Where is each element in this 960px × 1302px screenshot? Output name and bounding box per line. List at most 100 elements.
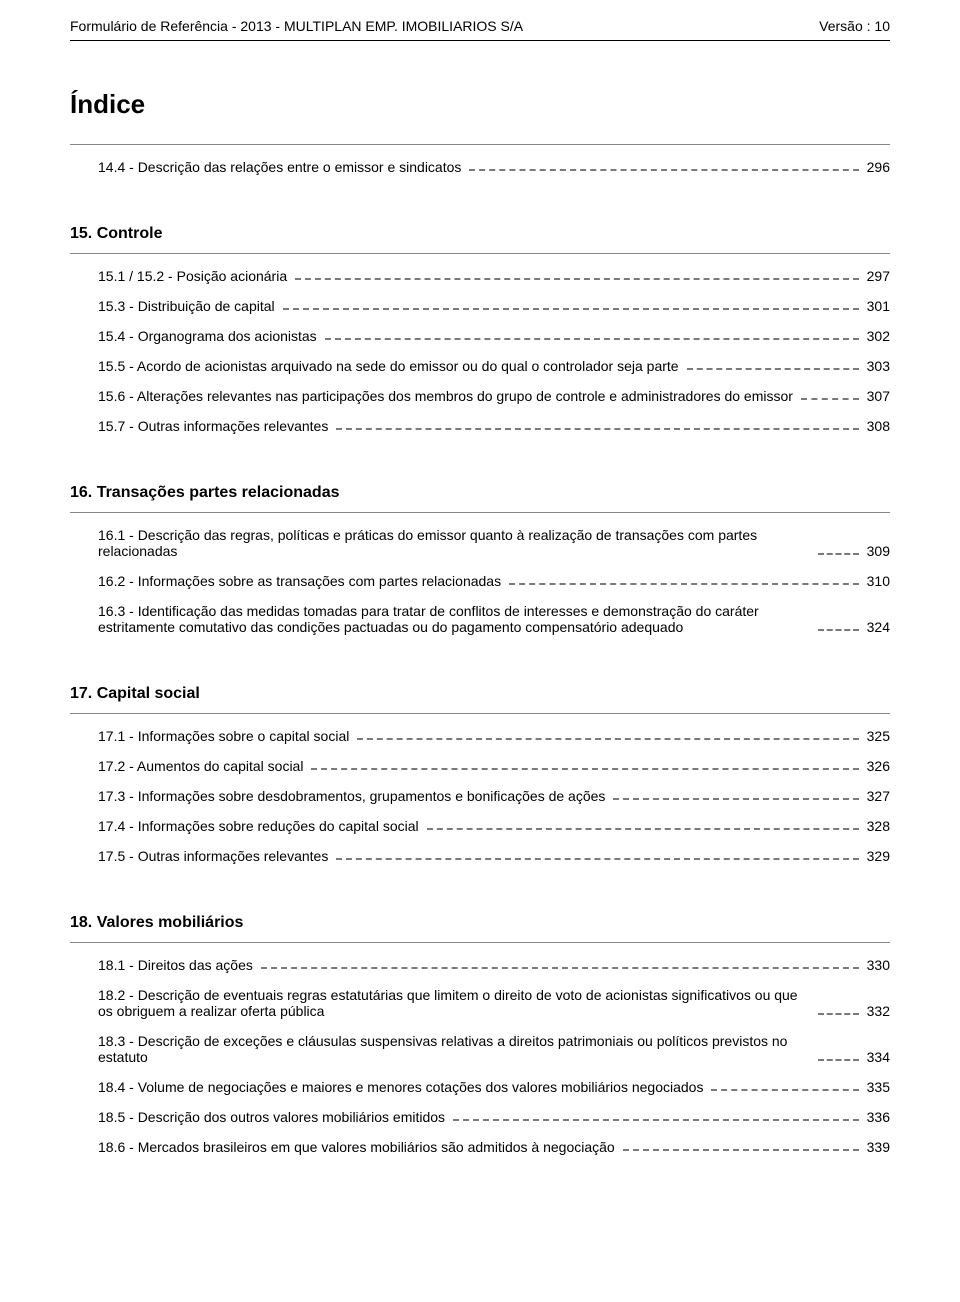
toc-label: 17.1 - Informações sobre o capital socia… [98, 728, 357, 744]
toc-page: 296 [859, 159, 890, 175]
toc-label: 18.6 - Mercados brasileiros em que valor… [98, 1139, 623, 1155]
toc-row[interactable]: 17.4 - Informações sobre reduções do cap… [70, 812, 890, 842]
toc-page: 310 [859, 573, 890, 589]
toc-page: 308 [859, 418, 890, 434]
toc-section-14: 14.4 - Descrição das relações entre o em… [70, 144, 890, 183]
toc-page: 332 [859, 1003, 890, 1019]
toc-label: 15.4 - Organograma dos acionistas [98, 328, 325, 344]
toc-label: 17.2 - Aumentos do capital social [98, 758, 311, 774]
section-rule [70, 512, 890, 513]
toc-dots [818, 629, 859, 631]
toc-dots [818, 1059, 859, 1061]
toc-dots [818, 553, 859, 555]
toc-row[interactable]: 15.3 - Distribuição de capital301 [70, 292, 890, 322]
toc-group-title-18: 18. Valores mobiliários [70, 914, 890, 932]
toc-page: 324 [859, 619, 890, 635]
toc-section-17: 17.1 - Informações sobre o capital socia… [70, 713, 890, 872]
toc-section-16: 16.1 - Descrição das regras, políticas e… [70, 512, 890, 643]
toc-row[interactable]: 18.3 - Descrição de exceções e cláusulas… [70, 1027, 890, 1073]
toc-label: 16.1 - Descrição das regras, políticas e… [98, 527, 818, 559]
toc-row[interactable]: 15.5 - Acordo de acionistas arquivado na… [70, 352, 890, 382]
toc-group-title-15: 15. Controle [70, 225, 890, 243]
page-header: Formulário de Referência - 2013 - MULTIP… [70, 0, 890, 34]
toc-dots [336, 428, 858, 430]
toc-dots [801, 398, 859, 400]
toc-dots [623, 1149, 859, 1151]
header-rule [70, 40, 890, 41]
toc-dots [283, 308, 859, 310]
toc-row[interactable]: 18.1 - Direitos das ações 330 [70, 951, 890, 981]
toc-label: 15.1 / 15.2 - Posição acionária [98, 268, 295, 284]
toc-dots [311, 768, 858, 770]
section-rule [70, 713, 890, 714]
toc-page: 329 [859, 848, 890, 864]
toc-row[interactable]: 15.6 - Alterações relevantes nas partici… [70, 382, 890, 412]
toc-page: 326 [859, 758, 890, 774]
toc-label: 18.3 - Descrição de exceções e cláusulas… [98, 1033, 818, 1065]
toc-page: 302 [859, 328, 890, 344]
toc-label: 15.7 - Outras informações relevantes [98, 418, 336, 434]
toc-row[interactable]: 18.4 - Volume de negociações e maiores e… [70, 1073, 890, 1103]
toc-page: 297 [859, 268, 890, 284]
toc-label: 14.4 - Descrição das relações entre o em… [98, 159, 469, 175]
toc-dots [336, 858, 858, 860]
header-right: Versão : 10 [819, 18, 890, 34]
section-rule [70, 253, 890, 254]
toc-dots [818, 1013, 859, 1015]
toc-row[interactable]: 15.1 / 15.2 - Posição acionária 297 [70, 262, 890, 292]
toc-page: 327 [859, 788, 890, 804]
toc-row[interactable]: 18.5 - Descrição dos outros valores mobi… [70, 1103, 890, 1133]
toc-dots [261, 967, 859, 969]
toc-label: 18.5 - Descrição dos outros valores mobi… [98, 1109, 453, 1125]
toc-row[interactable]: 14.4 - Descrição das relações entre o em… [70, 153, 890, 183]
toc-label: 16.3 - Identificação das medidas tomadas… [98, 603, 818, 635]
toc-page: 328 [859, 818, 890, 834]
toc-label: 17.3 - Informações sobre desdobramentos,… [98, 788, 613, 804]
toc-label: 15.5 - Acordo de acionistas arquivado na… [98, 358, 687, 374]
toc-row[interactable]: 17.1 - Informações sobre o capital socia… [70, 722, 890, 752]
toc-dots [325, 338, 859, 340]
toc-page: 336 [859, 1109, 890, 1125]
toc-label: 16.2 - Informações sobre as transações c… [98, 573, 509, 589]
section-rule [70, 942, 890, 943]
toc-page: 334 [859, 1049, 890, 1065]
toc-row[interactable]: 15.4 - Organograma dos acionistas 302 [70, 322, 890, 352]
toc-dots [453, 1119, 859, 1121]
toc-section-15: 15.1 / 15.2 - Posição acionária 297 15.3 … [70, 253, 890, 442]
header-left: Formulário de Referência - 2013 - MULTIP… [70, 18, 523, 34]
toc-row[interactable]: 17.2 - Aumentos do capital social 326 [70, 752, 890, 782]
toc-row[interactable]: 15.7 - Outras informações relevantes 308 [70, 412, 890, 442]
toc-dots [613, 798, 858, 800]
toc-group-title-16: 16. Transações partes relacionadas [70, 484, 890, 502]
toc-row[interactable]: 16.2 - Informações sobre as transações c… [70, 567, 890, 597]
toc-dots [509, 583, 859, 585]
toc-page: 301 [859, 298, 890, 314]
toc-dots [711, 1089, 858, 1091]
toc-label: 15.6 - Alterações relevantes nas partici… [98, 388, 801, 404]
toc-row[interactable]: 16.1 - Descrição das regras, políticas e… [70, 521, 890, 567]
toc-row[interactable]: 17.5 - Outras informações relevantes 329 [70, 842, 890, 872]
section-rule [70, 144, 890, 145]
toc-row[interactable]: 18.2 - Descrição de eventuais regras est… [70, 981, 890, 1027]
toc-dots [295, 278, 859, 280]
toc-label: 18.4 - Volume de negociações e maiores e… [98, 1079, 711, 1095]
toc-section-18: 18.1 - Direitos das ações 330 18.2 - Desc… [70, 942, 890, 1163]
toc-row[interactable]: 16.3 - Identificação das medidas tomadas… [70, 597, 890, 643]
toc-row[interactable]: 17.3 - Informações sobre desdobramentos,… [70, 782, 890, 812]
index-title: Índice [70, 89, 890, 120]
toc-label: 18.1 - Direitos das ações [98, 957, 261, 973]
toc-group-title-17: 17. Capital social [70, 685, 890, 703]
toc-page: 307 [859, 388, 890, 404]
toc-label: 17.4 - Informações sobre reduções do cap… [98, 818, 427, 834]
toc-label: 17.5 - Outras informações relevantes [98, 848, 336, 864]
toc-page: 309 [859, 543, 890, 559]
toc-row[interactable]: 18.6 - Mercados brasileiros em que valor… [70, 1133, 890, 1163]
toc-label: 18.2 - Descrição de eventuais regras est… [98, 987, 818, 1019]
toc-page: 330 [859, 957, 890, 973]
toc-dots [469, 169, 858, 171]
toc-dots [687, 368, 859, 370]
toc-dots [427, 828, 859, 830]
toc-page: 303 [859, 358, 890, 374]
toc-page: 339 [859, 1139, 890, 1155]
toc-page: 335 [859, 1079, 890, 1095]
